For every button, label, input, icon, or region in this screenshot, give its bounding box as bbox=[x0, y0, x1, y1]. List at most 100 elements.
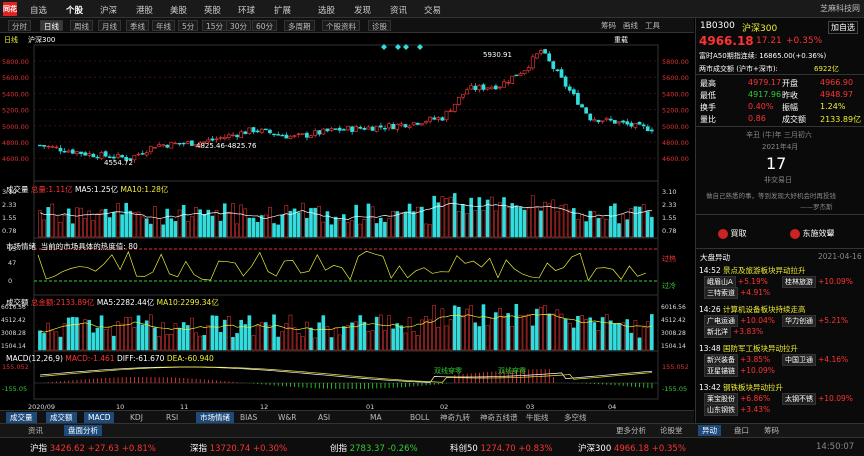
nav-item-0[interactable]: 自选 bbox=[30, 6, 48, 16]
forum-link[interactable]: 论股堂 bbox=[660, 426, 683, 435]
nav-item-5[interactable]: 英股 bbox=[204, 6, 222, 16]
period-8[interactable]: 30分 bbox=[226, 20, 252, 31]
nav-item-11[interactable]: 交易 bbox=[424, 6, 442, 16]
candle-body bbox=[645, 126, 650, 132]
ticker-item[interactable]: 沪指 3426.62 +27.63 +0.81% bbox=[30, 444, 156, 454]
candle-body bbox=[91, 153, 96, 158]
period-5[interactable]: 年线 bbox=[152, 20, 175, 31]
amt-bar bbox=[342, 326, 346, 351]
indicator-tab-14[interactable]: 多空线 bbox=[564, 413, 587, 422]
nav-item-1[interactable]: 个股 bbox=[66, 6, 84, 16]
ticker-item[interactable]: 创指 2783.37 -0.26% bbox=[330, 444, 418, 454]
amt-bar bbox=[181, 322, 186, 351]
amt-bar bbox=[436, 326, 441, 351]
period-11[interactable]: 个股资料 bbox=[322, 20, 360, 31]
kline-chart-area[interactable]: 5800.00 5800.00 5600.00 5600.00 5400.00 5400.… bbox=[0, 33, 694, 411]
tab-analysis[interactable]: 盘面分析 bbox=[64, 425, 102, 436]
news-stock[interactable]: 新北洋 +3.83% bbox=[704, 326, 763, 338]
nav-item-6[interactable]: 环球 bbox=[238, 6, 256, 16]
news-item[interactable]: 13:42 钢铁板块异动拉升 bbox=[699, 382, 783, 393]
indicator-tab-3[interactable]: KDJ bbox=[130, 413, 143, 422]
indicator-tab-11[interactable]: 神奇九转 bbox=[440, 413, 470, 422]
news-item[interactable]: 13:48 国防军工板块异动拉升 bbox=[699, 343, 798, 354]
macd-mark-2: 双线穿零 bbox=[498, 367, 526, 375]
news-stock-pct: +5.19% bbox=[737, 277, 768, 286]
indicator-tab-6[interactable]: BIAS bbox=[240, 413, 258, 422]
indicator-tab-9[interactable]: MA bbox=[370, 413, 382, 422]
news-stock[interactable]: 中国卫通 +4.16% bbox=[782, 354, 848, 366]
candle-body bbox=[596, 119, 601, 123]
period-12[interactable]: 诊股 bbox=[368, 20, 391, 31]
amt-bar bbox=[177, 328, 182, 351]
period-0[interactable]: 分时 bbox=[8, 20, 31, 31]
indicator-tab-2[interactable]: MACD bbox=[84, 412, 115, 423]
news-stock[interactable]: 山东钢铁 +3.43% bbox=[704, 404, 770, 416]
nav-item-2[interactable]: 沪深 bbox=[100, 6, 118, 16]
tool-0[interactable]: 筹码 bbox=[601, 21, 616, 30]
tab-movement[interactable]: 异动 bbox=[698, 425, 721, 436]
indicator-tab-5[interactable]: 市场情绪 bbox=[196, 412, 234, 423]
vol-bar bbox=[572, 208, 576, 238]
candle-body bbox=[641, 124, 646, 127]
candle-body bbox=[185, 141, 190, 144]
link-dongshi[interactable]: 东施效颦 bbox=[790, 228, 835, 239]
vol-bar bbox=[202, 214, 207, 238]
news-stock[interactable]: 太钢不锈 +10.09% bbox=[782, 393, 853, 405]
vol-bar bbox=[637, 206, 642, 238]
news-stock[interactable]: 桂林旅游 +10.09% bbox=[782, 276, 853, 288]
link-buy[interactable]: 買取 bbox=[718, 228, 747, 239]
nav-item-7[interactable]: 扩展 bbox=[274, 6, 292, 16]
news-stock-name: 桂林旅游 bbox=[782, 276, 816, 288]
news-headline: 计算机设备板块持续走高 bbox=[723, 305, 806, 314]
reload-button[interactable]: 重载 bbox=[614, 36, 628, 44]
news-item[interactable]: 14:52 景点及旅游板块异动拉升 bbox=[699, 265, 806, 276]
tool-1[interactable]: 画线 bbox=[623, 21, 638, 30]
ticker-item[interactable]: 沪深300 4966.18 +0.35% bbox=[578, 444, 686, 454]
tab-news[interactable]: 资讯 bbox=[28, 426, 43, 435]
candle-body bbox=[325, 128, 330, 132]
news-stock[interactable]: 亚星锚链 +10.09% bbox=[704, 365, 775, 377]
period-1[interactable]: 日线 bbox=[40, 20, 63, 31]
news-stock[interactable]: 华力创通 +5.21% bbox=[782, 315, 848, 327]
tab-chips[interactable]: 筹码 bbox=[764, 426, 779, 435]
news-item[interactable]: 14:26 计算机设备板块持续走高 bbox=[699, 304, 806, 315]
indicator-tab-0[interactable]: 成交量 bbox=[6, 412, 37, 423]
indicator-tab-8[interactable]: ASI bbox=[318, 413, 331, 422]
indicator-tab-12[interactable]: 神奇五线谱 bbox=[480, 413, 518, 422]
indicator-tab-10[interactable]: BOLL bbox=[410, 413, 430, 422]
period-10[interactable]: 多周期 bbox=[284, 20, 315, 31]
vol-bar bbox=[79, 207, 83, 238]
nav-item-8[interactable]: 选股 bbox=[318, 6, 336, 16]
ticker-item[interactable]: 深指 13720.74 +0.30% bbox=[190, 444, 288, 454]
vol-tick: 2.33 bbox=[2, 201, 16, 209]
candle-body bbox=[551, 61, 556, 69]
amt-bar bbox=[563, 318, 568, 351]
tab-orderbook[interactable]: 盘口 bbox=[734, 426, 749, 435]
indicator-tab-7[interactable]: W&R bbox=[278, 413, 297, 422]
candle-body bbox=[649, 129, 654, 132]
add-watchlist-button[interactable]: 加自选 bbox=[828, 21, 858, 34]
user-name[interactable]: 芝麻科技网 bbox=[820, 4, 860, 13]
nav-item-4[interactable]: 美股 bbox=[170, 6, 188, 16]
amt-tick: 6016.56 bbox=[1, 304, 26, 311]
nav-item-10[interactable]: 资讯 bbox=[390, 6, 408, 16]
more-analysis-link[interactable]: 更多分析 bbox=[616, 426, 646, 435]
vol-bar bbox=[103, 208, 108, 238]
period-3[interactable]: 月线 bbox=[98, 20, 121, 31]
nav-item-3[interactable]: 港股 bbox=[136, 6, 154, 16]
period-9[interactable]: 60分 bbox=[252, 20, 278, 31]
period-4[interactable]: 季线 bbox=[126, 20, 149, 31]
ticker-item[interactable]: 科创50 1274.70 +0.83% bbox=[450, 444, 553, 454]
period-7[interactable]: 15分 bbox=[202, 20, 228, 31]
amt-bar bbox=[255, 325, 260, 351]
amt-bar bbox=[214, 315, 219, 351]
tool-2[interactable]: 工具 bbox=[645, 21, 660, 30]
period-2[interactable]: 周线 bbox=[70, 20, 93, 31]
news-stock[interactable]: 三特索道 +4.91% bbox=[704, 287, 770, 299]
amt-ma10-line bbox=[39, 313, 653, 333]
nav-item-9[interactable]: 发现 bbox=[354, 6, 372, 16]
indicator-tab-1[interactable]: 成交额 bbox=[46, 412, 77, 423]
period-6[interactable]: 5分 bbox=[178, 20, 199, 31]
indicator-tab-13[interactable]: 牛能线 bbox=[526, 413, 549, 422]
indicator-tab-4[interactable]: RSI bbox=[166, 413, 179, 422]
